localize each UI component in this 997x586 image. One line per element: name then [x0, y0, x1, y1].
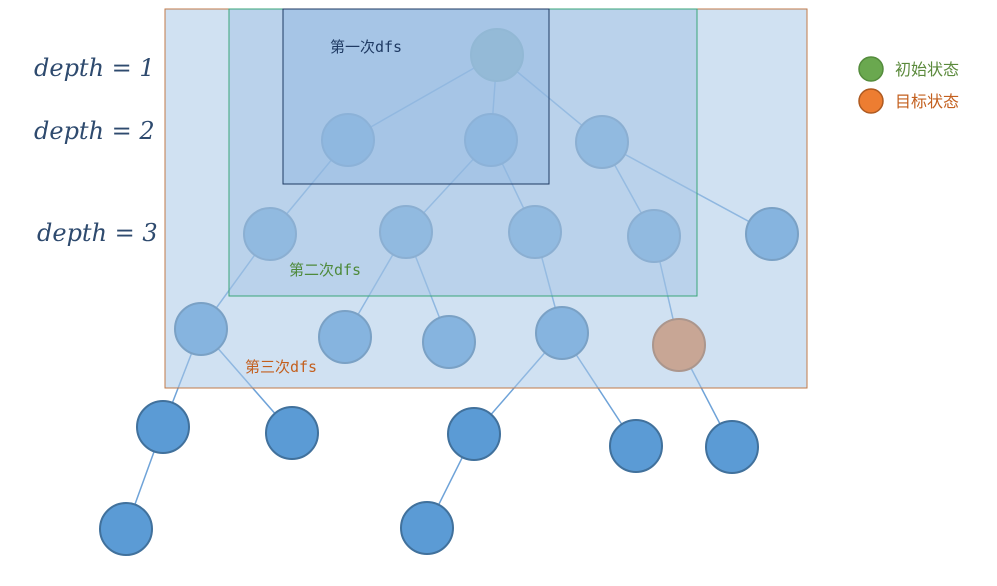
first-dfs-label: 第一次dfs	[330, 38, 402, 56]
first-dfs-region	[282, 8, 550, 185]
tree-node	[447, 407, 501, 461]
depth-2-label: depth = 2	[34, 117, 155, 145]
target-state-legend-icon	[858, 88, 884, 114]
tree-node	[136, 400, 190, 454]
tree-node	[400, 501, 454, 555]
initial-state-legend-label: 初始状态	[895, 60, 959, 79]
third-dfs-region	[164, 8, 808, 389]
tree-node	[265, 406, 319, 460]
target-state-legend-label: 目标状态	[895, 92, 959, 111]
second-dfs-label: 第二次dfs	[289, 261, 361, 279]
tree-node	[609, 419, 663, 473]
tree-node	[705, 420, 759, 474]
depth-3-label: depth = 3	[37, 219, 158, 247]
outer-nodes	[99, 400, 759, 556]
legend: 初始状态 目标状态	[858, 56, 959, 114]
third-dfs-label: 第三次dfs	[245, 358, 317, 376]
tree-node	[99, 502, 153, 556]
initial-state-legend-icon	[858, 56, 884, 82]
depth-1-label: depth = 1	[34, 54, 155, 82]
